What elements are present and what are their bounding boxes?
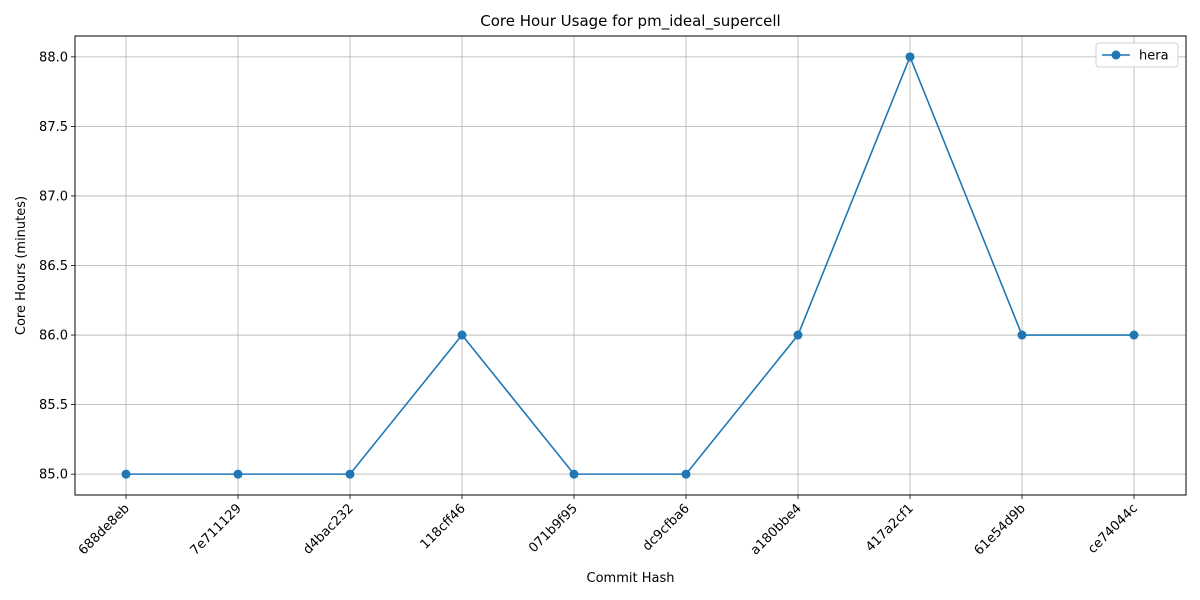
y-tick-label: 86.0 xyxy=(39,329,68,344)
y-tick-label: 87.5 xyxy=(39,120,68,135)
x-axis-label: Commit Hash xyxy=(587,571,675,586)
y-tick-label: 85.0 xyxy=(39,468,68,483)
legend-marker xyxy=(1111,50,1121,60)
data-point xyxy=(905,52,915,62)
data-point xyxy=(1129,330,1139,340)
data-point xyxy=(1017,330,1027,340)
series-line-hera xyxy=(126,54,1134,475)
data-point xyxy=(681,469,691,479)
legend: hera xyxy=(1095,42,1179,68)
series-layer xyxy=(121,52,1139,479)
legend-label: hera xyxy=(1139,49,1169,64)
y-tick-label: 87.0 xyxy=(39,189,68,204)
y-tick-label: 88.0 xyxy=(39,50,68,65)
chart-title: Core Hour Usage for pm_ideal_supercell xyxy=(480,12,780,31)
y-tick-label: 86.5 xyxy=(39,259,68,274)
data-point xyxy=(569,469,579,479)
data-point xyxy=(233,469,243,479)
data-point xyxy=(457,330,467,340)
data-point xyxy=(793,330,803,340)
y-tick-label: 85.5 xyxy=(39,398,68,413)
data-point xyxy=(121,469,131,479)
y-axis-label: Core Hours (minutes) xyxy=(14,196,29,335)
legend-box xyxy=(1095,42,1179,68)
data-point xyxy=(345,469,355,479)
